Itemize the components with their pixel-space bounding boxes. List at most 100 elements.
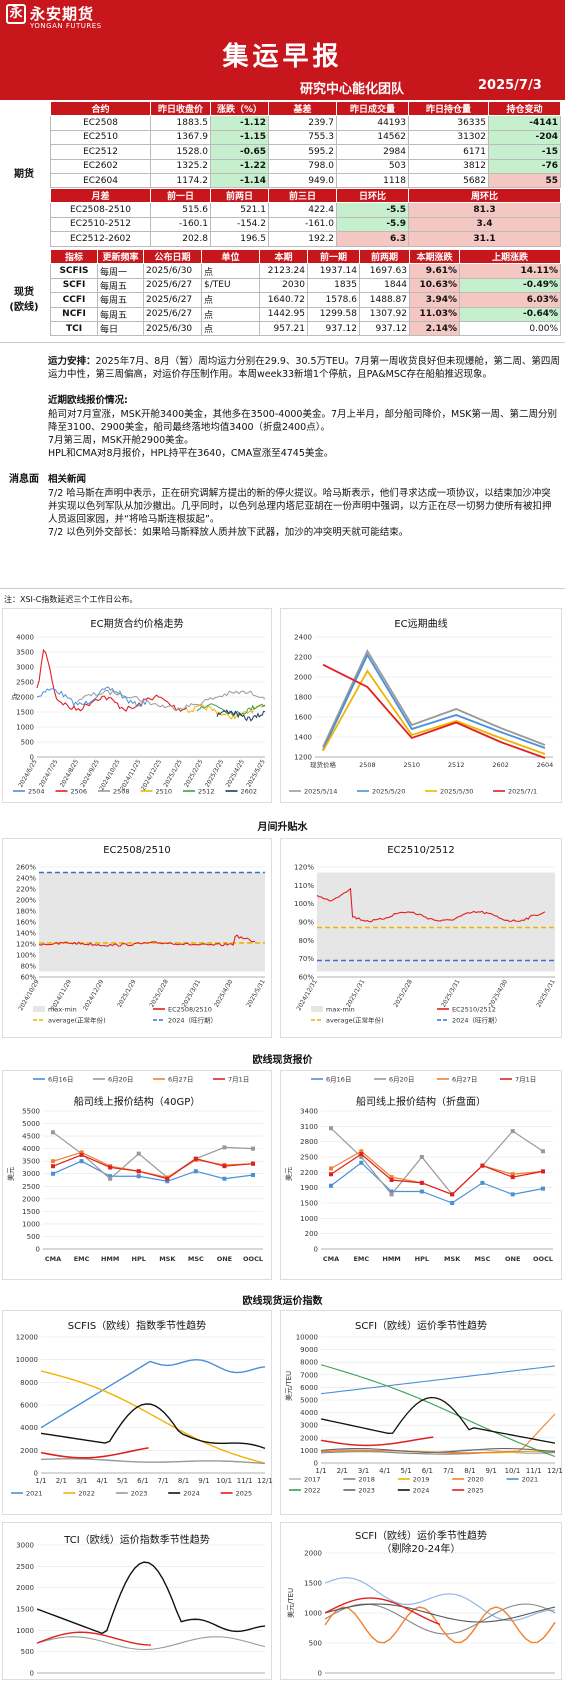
y-tick-label: 2500 [16, 1563, 34, 1571]
y-tick-label: 1900 [300, 1184, 318, 1192]
table-cell: 503 [336, 158, 409, 174]
chart-title: 船司线上报价结构（40GP） [73, 1097, 201, 1108]
x-tick-label: 2510 [404, 761, 421, 769]
legend-label: 2512 [198, 788, 215, 796]
series-point [510, 1129, 515, 1134]
column-header: 合约 [50, 100, 151, 117]
series-point [136, 1174, 141, 1179]
y-tick-label: 6000 [20, 1402, 38, 1410]
table-cell: 每周五 [97, 306, 144, 322]
y-tick-label: 100% [16, 952, 36, 960]
y-tick-label: 0 [314, 1460, 318, 1468]
y-tick-label: 4000 [20, 1424, 38, 1432]
table-cell: 3812 [408, 158, 489, 174]
legend-label: 2602 [241, 788, 258, 796]
table-cell: 595.2 [268, 144, 337, 160]
series-point [165, 1176, 170, 1181]
y-tick-label: 2000 [20, 1447, 38, 1455]
y-tick-label: 110% [294, 882, 314, 890]
column-header: 周环比 [408, 187, 561, 204]
table-cell: -76 [488, 158, 561, 174]
series-line-2023 [320, 1447, 556, 1453]
table-row: EC2602 1325.2 -1.22 798.0 503 3812 -76 [50, 158, 561, 174]
table-cell: -15 [488, 144, 561, 160]
series-point [359, 1149, 364, 1154]
table-row: EC2604 1174.2 -1.14 949.0 1118 5682 55 [50, 172, 561, 189]
series-line-2024 [320, 1396, 556, 1444]
y-tick-label: 2500 [300, 1154, 318, 1162]
y-tick-label: 2000 [16, 1584, 34, 1592]
x-tick-label: 2025/2/25 [183, 758, 205, 788]
series-point [193, 1156, 198, 1161]
y-tick-label: 3000 [22, 1170, 40, 1178]
table-cell: 3.4 [408, 216, 561, 233]
x-tick-label: MSK [444, 1255, 461, 1263]
column-header: 本期 [259, 248, 308, 265]
y-tick-label: 500 [27, 1233, 40, 1241]
series-point [108, 1165, 113, 1170]
table-cell: 1367.9 [150, 129, 211, 146]
column-header: 月差 [50, 187, 151, 204]
x-tick-label: HPL [132, 1255, 146, 1263]
y-tick-label: 60% [20, 974, 36, 982]
legend-label: 2506 [71, 788, 88, 796]
y-tick-label: 0 [36, 1246, 40, 1254]
y-tick-label: 2000 [300, 1434, 318, 1442]
y-tick-label: 120% [294, 864, 314, 872]
series-line-6月16日 [330, 1161, 544, 1204]
x-tick-label: EMC [74, 1255, 90, 1263]
y-tick-label: 140% [16, 930, 36, 938]
series-line-2512 [196, 703, 266, 717]
footnote: 注：XSI-C指数延迟三个工作日公布。 [4, 595, 138, 604]
y-tick-label: 8000 [300, 1359, 318, 1367]
y-tick-label: 500 [21, 739, 34, 747]
table-row: EC2510-2512 -160.1 -154.2 -161.0 -5.9 3.4 [50, 216, 561, 233]
column-header: 前两日 [210, 187, 269, 204]
spread-2508-2510-chart: 60% 80% 100% 120% 140% 160% 180% 200% 220% 240% 26… [16, 864, 267, 1025]
y-tick-label: 5000 [22, 1120, 40, 1128]
y-tick-label: 3400 [300, 1108, 318, 1116]
series-line-2025 [40, 1447, 149, 1459]
x-tick-label: 2025/2/28 [148, 978, 170, 1008]
y-tick-label: 6000 [300, 1384, 318, 1392]
x-tick-label: 1/1 [315, 1467, 326, 1475]
series-point [79, 1159, 84, 1164]
spot-index-title: 欧线现货运价指数 [242, 1296, 323, 1307]
chart-title: EC2510/2512 [387, 845, 455, 856]
series-line-7月1日 [330, 1153, 544, 1196]
x-tick-label: ONE [217, 1255, 232, 1263]
x-tick-label: 12/1 [547, 1467, 563, 1475]
table-cell: -0.49% [459, 277, 561, 294]
series-point [165, 1179, 170, 1184]
table-cell: -1.15 [210, 129, 269, 146]
table-cell: -5.9 [336, 216, 409, 233]
x-tick-label: 2025/5/31 [245, 978, 267, 1008]
x-tick-label: 10/1 [216, 1477, 232, 1485]
x-tick-label: 6/1 [422, 1467, 433, 1475]
legend-label: 7月1日 [228, 1076, 249, 1084]
series-point [450, 1201, 455, 1205]
table-cell: 每周五 [97, 277, 144, 294]
legend-label: 2025/7/1 [508, 788, 537, 796]
spread-2510-2512-panel: EC2510/2512 60% 70% 80% 90% 100% 110% 120% 2024… [280, 838, 562, 1038]
spread-table: 月差 前一日 前两日 前三日 日环比 周环比 EC2508-2510 515.6 521.1 42… [50, 187, 561, 247]
x-tick-label: 2025/3/31 [440, 978, 462, 1008]
column-header: 公布日期 [143, 248, 202, 265]
x-tick-label: 2512 [448, 761, 465, 769]
series-point [136, 1151, 141, 1156]
x-tick-label: 7/1 [158, 1477, 169, 1485]
news-label: 相关新闻 [48, 474, 87, 486]
ec-price-chart-panel: EC期货合约价格走势 0 500 1000 1500 2000 2500 3000 3500 4… [2, 608, 272, 803]
series-point [251, 1146, 255, 1151]
series-line-2602 [216, 709, 266, 722]
table-cell: 36335 [408, 115, 489, 131]
legend-label: 2024 [183, 1490, 200, 1498]
x-tick-label: CMA [45, 1255, 61, 1263]
series-line-2019 [324, 1606, 556, 1644]
series-line-2022 [320, 1364, 556, 1458]
table-cell: $/TEU [201, 277, 260, 294]
x-tick-label: 2024/6/25 [17, 758, 39, 788]
x-tick-label: 1/1 [35, 1477, 46, 1485]
table-cell: 192.2 [268, 231, 337, 247]
legend-label: 6月27日 [452, 1076, 477, 1084]
